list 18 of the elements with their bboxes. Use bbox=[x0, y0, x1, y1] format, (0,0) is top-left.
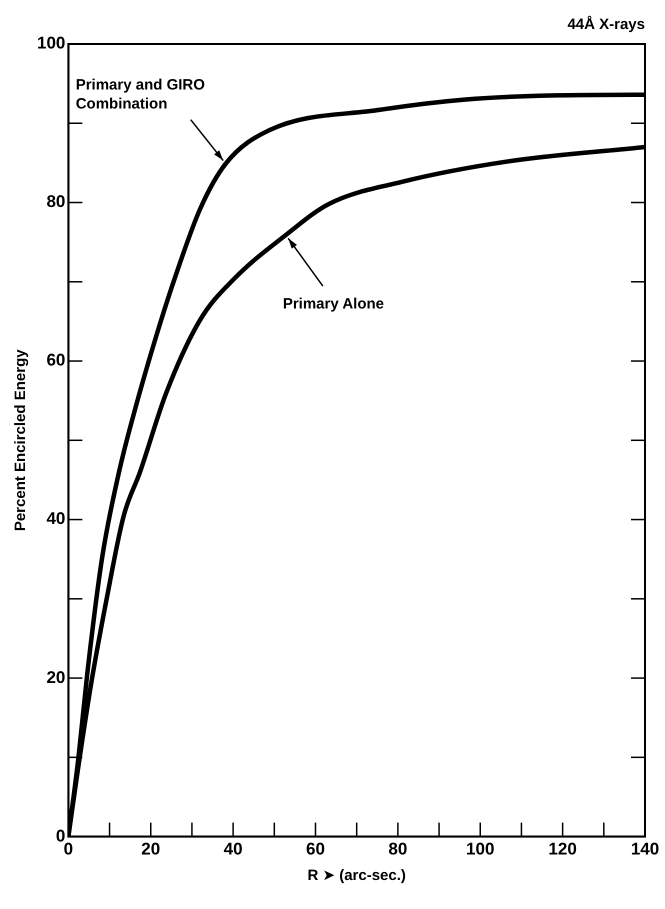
y-axis-title: Percent Encircled Energy bbox=[12, 348, 30, 532]
y-tick-label: 20 bbox=[46, 668, 66, 687]
y-tick-label: 40 bbox=[46, 509, 66, 528]
x-tick-label: 40 bbox=[224, 839, 243, 858]
annotation: Primary Alone bbox=[282, 296, 384, 313]
x-axis-title: R ➤ (arc-sec.) bbox=[307, 867, 406, 884]
x-tick-label: 140 bbox=[630, 839, 660, 858]
y-tick-label: 80 bbox=[46, 192, 66, 212]
annotation: Primary and GIRO Combination bbox=[76, 76, 206, 112]
x-tick-label: 100 bbox=[466, 839, 494, 858]
y-tick-label: 100 bbox=[36, 34, 66, 53]
x-tick-label: 60 bbox=[306, 839, 325, 858]
y-tick-label: 0 bbox=[56, 826, 66, 846]
x-tick-label: 120 bbox=[548, 839, 577, 858]
x-tick-label: 20 bbox=[141, 839, 160, 858]
chart-title: 44Å X-rays bbox=[567, 15, 645, 34]
x-tick-label: 80 bbox=[388, 839, 408, 858]
y-tick-label: 60 bbox=[46, 350, 66, 370]
